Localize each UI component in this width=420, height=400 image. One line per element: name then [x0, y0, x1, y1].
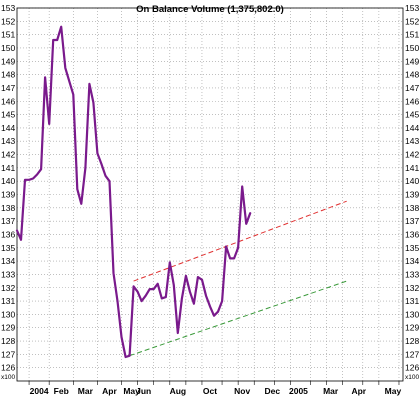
y-tick-label-left: 128 — [1, 336, 15, 346]
y-tick-label-left: 148 — [1, 70, 15, 80]
y-tick-label-right: 132 — [405, 283, 419, 293]
y-tick-label-right: 134 — [405, 256, 419, 266]
multiplier-label-right: x100 — [405, 374, 419, 381]
y-tick-label-right: 147 — [405, 83, 419, 93]
y-tick-label-right: 130 — [405, 309, 419, 319]
y-tick-label-right: 153 — [405, 3, 419, 13]
y-tick-label-left: 135 — [1, 243, 15, 253]
y-tick-label-right: 137 — [405, 216, 419, 226]
y-tick-label-right: 152 — [405, 16, 419, 26]
y-tick-label-right: 148 — [405, 70, 419, 80]
y-tick-label-right: 135 — [405, 243, 419, 253]
y-tick-label-right: 149 — [405, 56, 419, 66]
x-tick-label: Apr — [102, 386, 117, 396]
y-tick-label-left: 139 — [1, 190, 15, 200]
y-tick-label-right: 126 — [405, 363, 419, 373]
y-tick-label-right: 127 — [405, 349, 419, 359]
y-tick-label-right: 144 — [405, 123, 419, 133]
y-tick-label-left: 131 — [1, 296, 15, 306]
y-tick-label-left: 145 — [1, 110, 15, 120]
multiplier-label-left: x100 — [1, 374, 15, 381]
x-tick-label: May — [385, 386, 402, 396]
y-tick-label-right: 145 — [405, 110, 419, 120]
y-tick-label-left: 130 — [1, 309, 15, 319]
y-tick-label-left: 150 — [1, 43, 15, 53]
y-tick-label-right: 140 — [405, 176, 419, 186]
x-tick-label: Nov — [234, 386, 250, 396]
lower-trend-line — [129, 280, 347, 357]
y-tick-label-left: 141 — [1, 163, 15, 173]
plot-frame — [16, 7, 404, 382]
x-tick-label: 2005 — [289, 386, 308, 396]
y-tick-label-left: 144 — [1, 123, 15, 133]
x-tick-label: May — [123, 386, 140, 396]
y-tick-label-left: 152 — [1, 16, 15, 26]
label-layer: 126 126 127 127 128 128 129 129 130 130 131 131 132 1… — [1, 3, 419, 396]
y-tick-label-right: 142 — [405, 150, 419, 160]
y-tick-label-left: 153 — [1, 3, 15, 13]
y-tick-label-right: 146 — [405, 96, 419, 106]
y-tick-label-right: 133 — [405, 269, 419, 279]
y-tick-label-left: 129 — [1, 323, 15, 333]
y-tick-label-left: 137 — [1, 216, 15, 226]
y-tick-label-left: 127 — [1, 349, 15, 359]
y-tick-label-left: 132 — [1, 283, 15, 293]
grid-layer — [17, 7, 403, 381]
y-tick-label-left: 126 — [1, 363, 15, 373]
x-tick-label: Mar — [78, 386, 94, 396]
y-tick-label-left: 149 — [1, 56, 15, 66]
x-tick-label: Mar — [323, 386, 339, 396]
y-tick-label-left: 133 — [1, 269, 15, 279]
y-tick-label-left: 138 — [1, 203, 15, 213]
y-tick-label-right: 143 — [405, 136, 419, 146]
y-tick-label-right: 129 — [405, 323, 419, 333]
x-tick-label: Oct — [203, 386, 217, 396]
y-tick-label-right: 138 — [405, 203, 419, 213]
x-tick-label: 2004 — [30, 386, 49, 396]
axis-layer — [16, 7, 404, 385]
x-tick-label: Aug — [170, 386, 187, 396]
x-tick-label: Apr — [351, 386, 366, 396]
y-tick-label-left: 134 — [1, 256, 15, 266]
upper-trend-line — [133, 200, 347, 282]
series-layer — [15, 25, 252, 359]
trend-layer — [129, 200, 347, 357]
x-tick-label: Dec — [265, 386, 281, 396]
y-tick-label-right: 139 — [405, 190, 419, 200]
y-tick-label-left: 143 — [1, 136, 15, 146]
y-tick-label-left: 147 — [1, 83, 15, 93]
y-tick-label-right: 128 — [405, 336, 419, 346]
y-tick-label-left: 142 — [1, 150, 15, 160]
y-tick-label-right: 151 — [405, 30, 419, 40]
y-tick-label-right: 131 — [405, 296, 419, 306]
x-tick-label: Feb — [54, 386, 69, 396]
y-tick-label-left: 151 — [1, 30, 15, 40]
y-tick-label-left: 140 — [1, 176, 15, 186]
y-tick-label-right: 141 — [405, 163, 419, 173]
chart-title: On Balance Volume (1,375,802.0) — [136, 4, 284, 15]
x-tick-label: Jun — [136, 386, 151, 396]
y-tick-label-left: 146 — [1, 96, 15, 106]
y-tick-label-right: 136 — [405, 229, 419, 239]
y-tick-label-right: 150 — [405, 43, 419, 53]
obv-series-line — [15, 25, 252, 359]
y-tick-label-left: 136 — [1, 229, 15, 239]
